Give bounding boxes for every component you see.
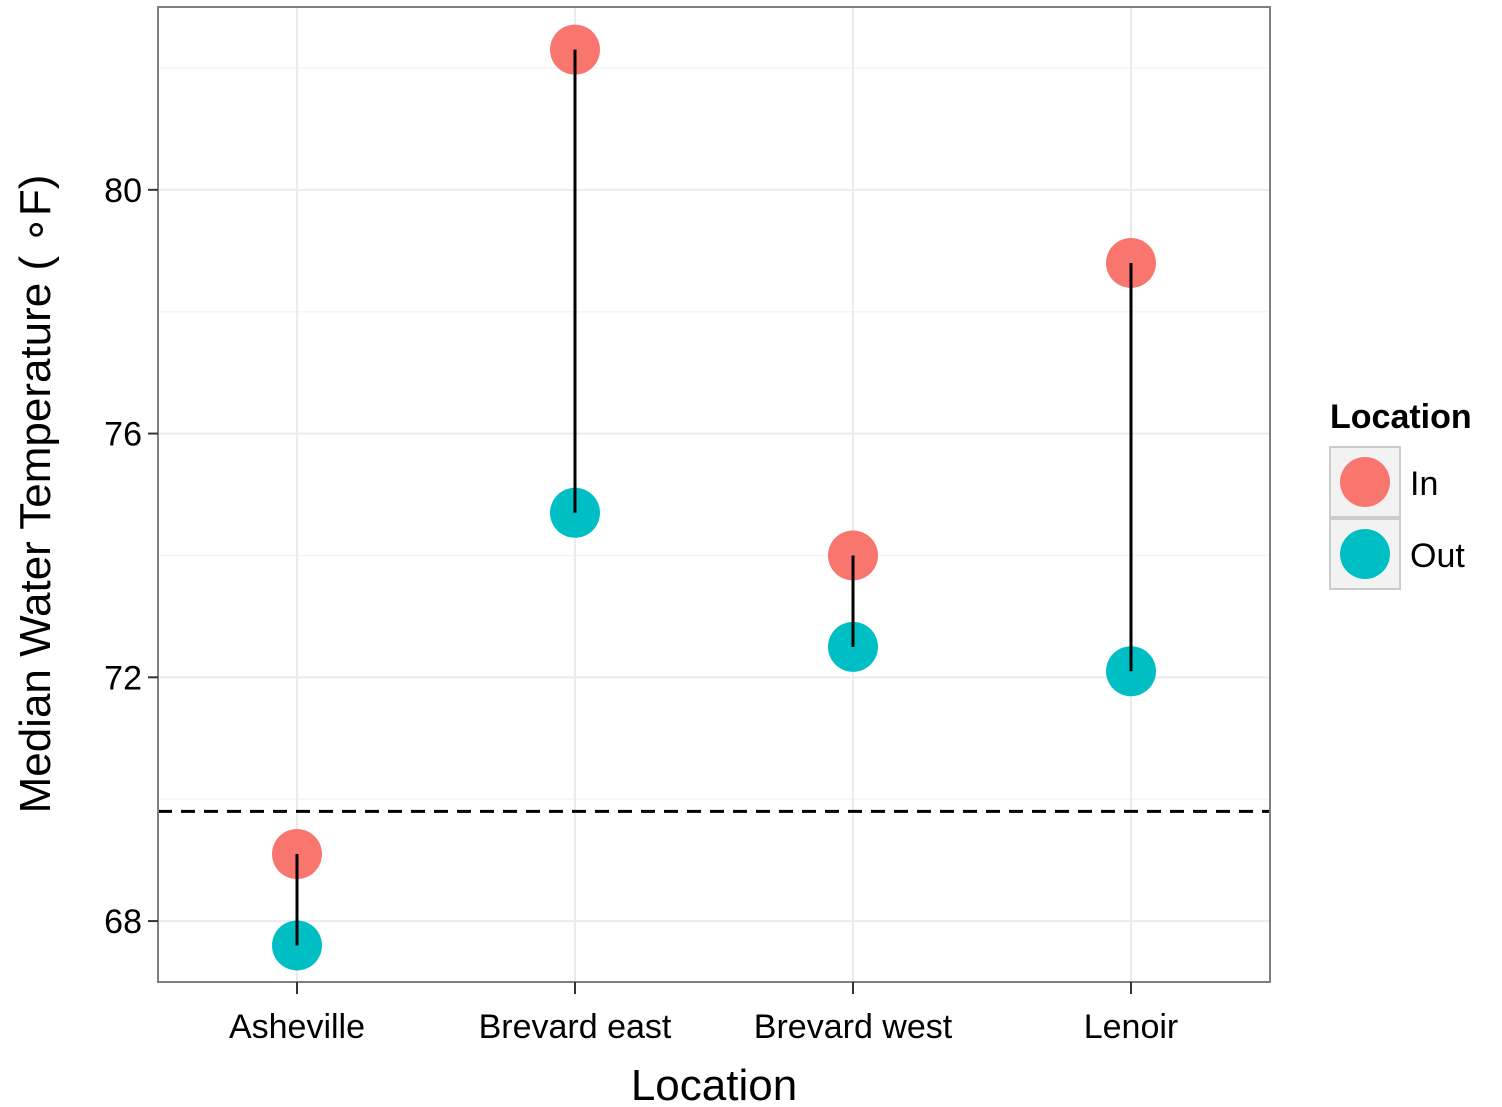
legend-title: Location	[1330, 398, 1472, 436]
x-tick-label: Lenoir	[1084, 1008, 1179, 1046]
x-axis: Asheville Brevard east Brevard west Lenoir	[229, 982, 1178, 1046]
panel-border	[157, 6, 1271, 983]
x-tick-label: Brevard west	[754, 1008, 953, 1046]
grid-minor-lines	[158, 67, 1270, 800]
y-axis: 68 72 76 80	[104, 172, 158, 941]
points-group	[272, 24, 1156, 971]
x-tick-label: Brevard east	[479, 1008, 672, 1046]
legend-key-in	[1340, 457, 1390, 507]
x-axis-title: Location	[631, 1061, 797, 1107]
x-tick-label: Asheville	[229, 1008, 365, 1046]
y-tick-label: 80	[104, 172, 142, 210]
legend-label: In	[1410, 465, 1438, 503]
y-axis-title: Median Water Temperature ( ∘F)	[11, 175, 60, 814]
legend: Location In Out	[1329, 398, 1472, 590]
legend-label: Out	[1410, 537, 1465, 575]
legend-key-out	[1340, 529, 1390, 579]
y-tick-label: 68	[104, 903, 142, 941]
legend-items: In Out	[1329, 446, 1465, 590]
y-tick-label: 76	[104, 416, 142, 454]
grid-major-lines	[158, 7, 1270, 982]
y-tick-label: 72	[104, 659, 142, 697]
